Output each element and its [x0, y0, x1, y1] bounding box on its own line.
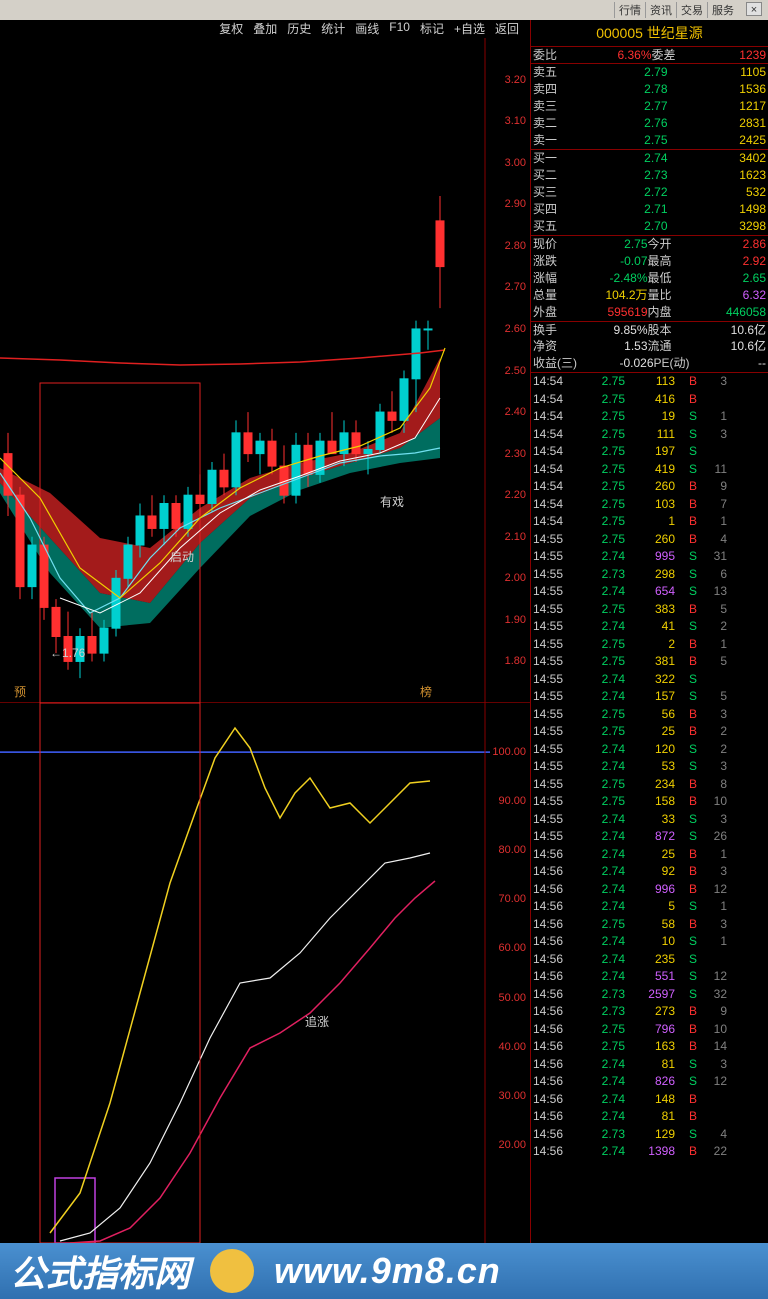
- sub-axis: 100.0090.0080.0070.0060.0050.0040.0030.0…: [484, 703, 528, 1243]
- tb-overlay[interactable]: 叠加: [248, 20, 282, 38]
- tb-fav[interactable]: +自选: [449, 20, 490, 38]
- chart-annotation: 预: [14, 683, 26, 700]
- trade-row: 14:562.75163B14: [531, 1038, 768, 1056]
- trade-row: 14:552.74995S31: [531, 548, 768, 566]
- trade-row: 14:562.75796B10: [531, 1021, 768, 1039]
- trade-row: 14:562.7410S1: [531, 933, 768, 951]
- sell-level-row: 卖四2.781536: [531, 81, 768, 98]
- info-row: 收益(三)-0.026PE(动)--: [531, 355, 768, 372]
- trade-row: 14:552.75383B5: [531, 601, 768, 619]
- trade-row: 14:562.74148B: [531, 1091, 768, 1109]
- buy-level-row: 买五2.703298: [531, 218, 768, 235]
- price-axis: 3.203.103.002.902.802.702.602.502.402.30…: [488, 38, 528, 702]
- trade-row: 14:562.73273B9: [531, 1003, 768, 1021]
- trade-row: 14:542.75103B7: [531, 496, 768, 514]
- buy-level-row: 买一2.743402: [531, 150, 768, 167]
- trade-row: 14:542.75197S: [531, 443, 768, 461]
- trade-row: 14:552.74872S26: [531, 828, 768, 846]
- trade-row: 14:562.7558B3: [531, 916, 768, 934]
- trade-row: 14:542.75113B3: [531, 373, 768, 391]
- tb-mark[interactable]: 标记: [415, 20, 449, 38]
- trade-row: 14:552.73298S6: [531, 566, 768, 584]
- menu-service[interactable]: 服务: [707, 2, 738, 18]
- chart-annotation: 榜: [420, 683, 432, 700]
- trade-row: 14:542.7519S1: [531, 408, 768, 426]
- trade-row: 14:542.75416B: [531, 391, 768, 409]
- trade-row: 14:552.75234B8: [531, 776, 768, 794]
- chart-annotation: ←1.76: [50, 646, 85, 660]
- buy-level-row: 买二2.731623: [531, 167, 768, 184]
- tb-back[interactable]: 返回: [490, 20, 524, 38]
- tb-f10[interactable]: F10: [384, 20, 415, 38]
- chart-area: 3.203.103.002.902.802.702.602.502.402.30…: [0, 38, 530, 1243]
- close-icon[interactable]: ×: [746, 2, 762, 16]
- trade-row: 14:562.74826S12: [531, 1073, 768, 1091]
- sub-indicator-chart[interactable]: 100.0090.0080.0070.0060.0050.0040.0030.0…: [0, 703, 530, 1243]
- trade-row: 14:562.73129S4: [531, 1126, 768, 1144]
- sub-annot: 追涨: [305, 1013, 329, 1030]
- buy-level-row: 买四2.711498: [531, 201, 768, 218]
- trade-row: 14:552.7441S2: [531, 618, 768, 636]
- trade-row: 14:552.7525B2: [531, 723, 768, 741]
- tb-adjust[interactable]: 复权: [214, 20, 248, 38]
- sell-level-row: 卖三2.771217: [531, 98, 768, 115]
- wm-right: www.9m8.cn: [274, 1250, 501, 1292]
- menu-quotes[interactable]: 行情: [614, 2, 645, 18]
- right-quote-panel: 000005 世纪星源 委比 6.36% 委差 1239 卖五2.791105卖…: [530, 20, 768, 1243]
- info-row: 涨跌-0.07最高2.92: [531, 253, 768, 270]
- trade-row: 14:552.75260B4: [531, 531, 768, 549]
- info-row: 换手9.85%股本10.6亿: [531, 321, 768, 338]
- trade-row: 14:562.7492B3: [531, 863, 768, 881]
- tb-history[interactable]: 历史: [282, 20, 316, 38]
- trade-row: 14:552.74654S13: [531, 583, 768, 601]
- main-kline-chart[interactable]: 3.203.103.002.902.802.702.602.502.402.30…: [0, 38, 530, 703]
- trade-row: 14:562.7425B1: [531, 846, 768, 864]
- trade-row: 14:562.7481S3: [531, 1056, 768, 1074]
- trade-row: 14:562.745S1: [531, 898, 768, 916]
- trade-row: 14:562.74235S: [531, 951, 768, 969]
- trade-row: 14:542.751B1: [531, 513, 768, 531]
- info-row: 涨幅-2.48%最低2.65: [531, 270, 768, 287]
- sell-level-row: 卖五2.791105: [531, 64, 768, 81]
- trade-row: 14:552.74157S5: [531, 688, 768, 706]
- trade-row: 14:542.75111S3: [531, 426, 768, 444]
- top-menu-bar: 行情 资讯 交易 服务 ×: [0, 0, 768, 20]
- ratio-row: 委比 6.36% 委差 1239: [531, 46, 768, 63]
- sell-level-row: 卖一2.752425: [531, 132, 768, 149]
- info-row: 总量104.2万量比6.32: [531, 287, 768, 304]
- buy-level-row: 买三2.72532: [531, 184, 768, 201]
- trade-row: 14:552.75381B5: [531, 653, 768, 671]
- trade-row: 14:552.75158B10: [531, 793, 768, 811]
- trade-row: 14:552.74120S2: [531, 741, 768, 759]
- trade-row: 14:562.7481B: [531, 1108, 768, 1126]
- tb-stats[interactable]: 统计: [316, 20, 350, 38]
- info-row: 净资1.53流通10.6亿: [531, 338, 768, 355]
- trade-row: 14:552.74322S: [531, 671, 768, 689]
- sell-level-row: 卖二2.762831: [531, 115, 768, 132]
- tb-draw[interactable]: 画线: [350, 20, 384, 38]
- trade-row: 14:542.75419S11: [531, 461, 768, 479]
- trade-row: 14:562.74551S12: [531, 968, 768, 986]
- watermark-banner: 公式指标网 www.9m8.cn: [0, 1243, 768, 1299]
- trade-row: 14:562.732597S32: [531, 986, 768, 1004]
- stock-title: 000005 世纪星源: [531, 20, 768, 46]
- menu-trade[interactable]: 交易: [676, 2, 707, 18]
- menu-news[interactable]: 资讯: [645, 2, 676, 18]
- trade-row: 14:562.74996B12: [531, 881, 768, 899]
- trade-row: 14:562.741398B22: [531, 1143, 768, 1161]
- info-row: 外盘595619内盘446058: [531, 304, 768, 321]
- wm-left: 公式指标网: [10, 1245, 190, 1297]
- trade-row: 14:552.752B1: [531, 636, 768, 654]
- wm-logo-icon: [210, 1249, 254, 1293]
- chart-toolbar: 复权 叠加 历史 统计 画线 F10 标记 +自选 返回: [0, 20, 530, 38]
- trade-row: 14:552.7453S3: [531, 758, 768, 776]
- trade-row: 14:552.7556B3: [531, 706, 768, 724]
- chart-annotation: 有戏: [380, 493, 404, 510]
- info-row: 现价2.75今开2.86: [531, 236, 768, 253]
- trade-row: 14:542.75260B9: [531, 478, 768, 496]
- trade-tick-list[interactable]: 14:542.75113B314:542.75416B14:542.7519S1…: [531, 372, 768, 1164]
- chart-annotation: 启动: [170, 548, 194, 565]
- trade-row: 14:552.7433S3: [531, 811, 768, 829]
